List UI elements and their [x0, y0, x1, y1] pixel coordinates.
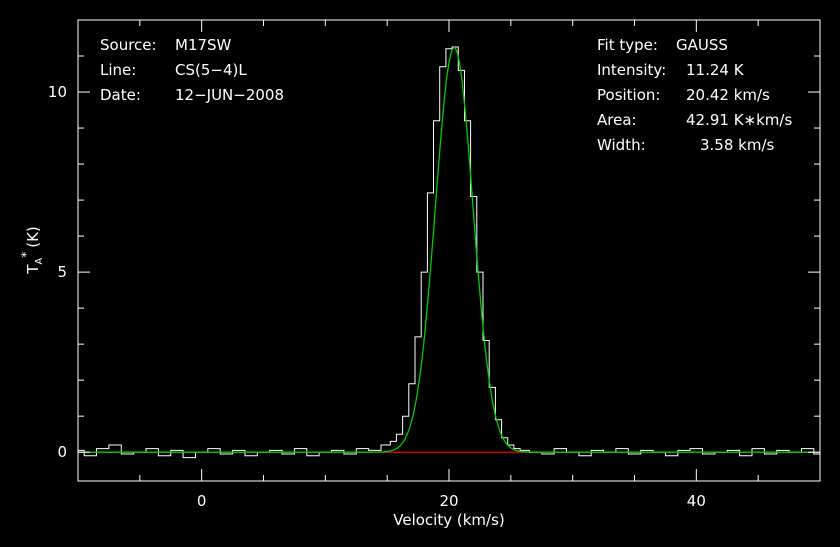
- info-right: Fit type: GAUSS Intensity: 11.24 K Posit…: [597, 36, 792, 154]
- y-axis-label-subscript: A: [34, 258, 45, 265]
- gaussian-fit-line: [78, 47, 820, 453]
- y-tick-label: 10: [48, 83, 67, 101]
- y-axis-label-unit: (K): [24, 226, 42, 248]
- info-source-value: M17SW: [175, 36, 232, 54]
- plot-marks: [78, 46, 820, 459]
- fit-position-label: Position:: [597, 86, 660, 104]
- x-tick-label: 40: [687, 492, 706, 510]
- x-axis-label: Velocity (km/s): [393, 511, 504, 529]
- info-line-label: Line:: [100, 61, 136, 79]
- y-axis-label-symbol: T: [24, 264, 42, 275]
- y-tick-label: 5: [57, 263, 67, 281]
- fit-type-value: GAUSS: [676, 36, 728, 54]
- y-axis-label-superscript: *: [19, 252, 33, 258]
- fit-type-label: Fit type:: [597, 36, 658, 54]
- info-date-label: Date:: [100, 86, 141, 104]
- svg-text:TA*(K): TA* (K): [19, 226, 45, 275]
- info-date-value: 12−JUN−2008: [175, 86, 284, 104]
- spectrum-line: [78, 46, 820, 459]
- info-left: Source: M17SW Line: CS(5−4)L Date: 12−JU…: [100, 36, 284, 104]
- fit-intensity-label: Intensity:: [597, 61, 666, 79]
- fit-area-label: Area:: [597, 111, 637, 129]
- fit-position-value: 20.42 km/s: [686, 86, 770, 104]
- x-tick-label: 0: [197, 492, 207, 510]
- info-source-label: Source:: [100, 36, 157, 54]
- axis-ticks: 0 20 40 0 5 10: [48, 19, 821, 510]
- fit-width-label: Width:: [597, 136, 646, 154]
- fit-width-value: 3.58 km/s: [700, 136, 775, 154]
- y-axis-label: TA* (K): [19, 226, 45, 275]
- x-tick-label: 20: [439, 492, 458, 510]
- y-tick-label: 0: [57, 443, 67, 461]
- fit-area-value: 42.91 K∗km/s: [686, 111, 792, 129]
- info-line-value: CS(5−4)L: [175, 61, 247, 79]
- fit-intensity-value: 11.24 K: [686, 61, 745, 79]
